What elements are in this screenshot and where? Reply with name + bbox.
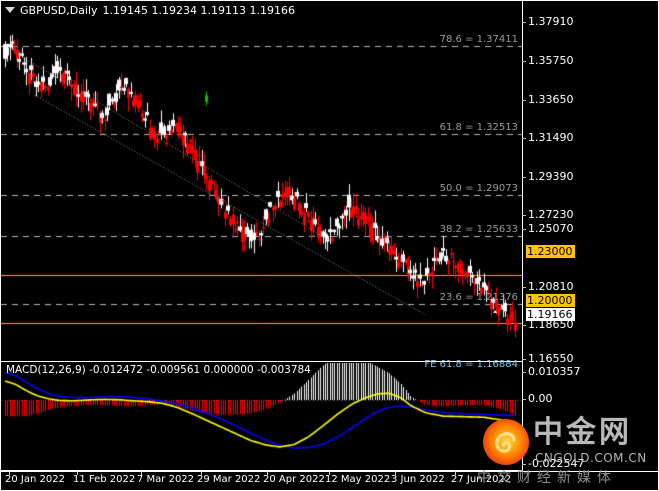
level-price-label[interactable]: 1.20000 — [526, 294, 575, 307]
macd-tick — [522, 464, 526, 465]
date-axis-label: 12 May 2022 — [325, 474, 391, 485]
fib-level-label: FE 61.8 = 1.16884 — [424, 359, 518, 370]
price-axis-label: 1.20810 — [528, 280, 574, 293]
level-price-label[interactable]: 1.23000 — [526, 245, 575, 258]
price-axis-label: 1.35750 — [528, 54, 574, 67]
price-axis-label: 1.31490 — [528, 131, 574, 144]
date-axis-label: 11 Feb 2022 — [73, 474, 136, 485]
price-tick — [522, 215, 526, 216]
ohlc-values: 1.19145 1.19234 1.19113 1.19166 — [102, 3, 295, 17]
date-tick — [77, 471, 78, 475]
date-tick — [267, 471, 268, 475]
date-axis-label: 29 Mar 2022 — [197, 474, 261, 485]
macd-axis-label: -0.022547 — [528, 457, 585, 470]
macd-tick — [522, 372, 526, 373]
symbol-bar[interactable]: GBPUSD,Daily 1.19145 1.19234 1.19113 1.1… — [2, 2, 295, 18]
date-tick — [201, 471, 202, 475]
pane-separator-top — [1, 361, 522, 362]
current-price-label[interactable]: 1.19166 — [526, 308, 575, 321]
price-axis-label: 1.37910 — [528, 15, 574, 28]
fib-level-label: 61.8 = 1.32513 — [439, 122, 518, 133]
price-tick — [522, 100, 526, 101]
chevron-down-icon[interactable] — [5, 7, 15, 13]
pane-separator-bottom — [1, 470, 522, 471]
date-tick — [329, 471, 330, 475]
price-pane[interactable] — [1, 19, 522, 362]
price-axis-label: 1.16550 — [528, 352, 574, 365]
date-axis-label: 20 Apr 2022 — [263, 474, 325, 485]
date-axis-label: 3 Jun 2022 — [391, 474, 445, 485]
macd-axis-label: 0.010357 — [528, 365, 581, 378]
date-tick — [9, 471, 10, 475]
date-axis-label: 20 Jan 2022 — [5, 474, 65, 485]
fib-level-label: 78.6 = 1.37411 — [439, 34, 518, 45]
price-axis-label: 1.27230 — [528, 208, 574, 221]
date-tick — [395, 471, 396, 475]
price-tick — [522, 229, 526, 230]
price-tick — [522, 325, 526, 326]
macd-indicator-label: MACD(12,26,9) -0.012472 -0.009561 0.0000… — [6, 364, 311, 376]
macd-axis-label: 0.00 — [528, 392, 553, 405]
symbol-label: GBPUSD,Daily — [20, 3, 98, 17]
fib-level-label: 50.0 = 1.29073 — [439, 183, 518, 194]
date-axis[interactable]: 20 Jan 2022 11 Feb 2022 7 Mar 2022 29 Mar 2… — [1, 471, 658, 490]
price-axis-label: 1.33650 — [528, 93, 574, 106]
axis-separator-vertical — [522, 1, 523, 471]
macd-canvas[interactable] — [1, 363, 522, 471]
price-axis-label: 1.29390 — [528, 170, 574, 183]
date-axis-label: 7 Mar 2022 — [137, 474, 195, 485]
fib-level-label: 23.6 = 1.21376 — [439, 292, 518, 303]
fib-level-label: 38.2 = 1.25633 — [439, 224, 518, 235]
price-tick — [522, 287, 526, 288]
candlestick-canvas[interactable] — [1, 19, 522, 362]
price-tick — [522, 177, 526, 178]
date-tick — [141, 471, 142, 475]
price-axis-label: 1.25070 — [528, 222, 574, 235]
macd-pane[interactable] — [1, 363, 522, 471]
date-tick — [455, 471, 456, 475]
price-tick — [522, 22, 526, 23]
price-tick — [522, 138, 526, 139]
price-axis[interactable]: 1.37910 1.35750 1.33650 1.31490 1.29390 1.272… — [522, 1, 658, 471]
date-axis-label: 27 Jun 2022 — [451, 474, 512, 485]
macd-tick — [522, 399, 526, 400]
price-tick — [522, 61, 526, 62]
price-tick — [522, 359, 526, 360]
price-axis-label: 1.18650 — [528, 318, 574, 331]
